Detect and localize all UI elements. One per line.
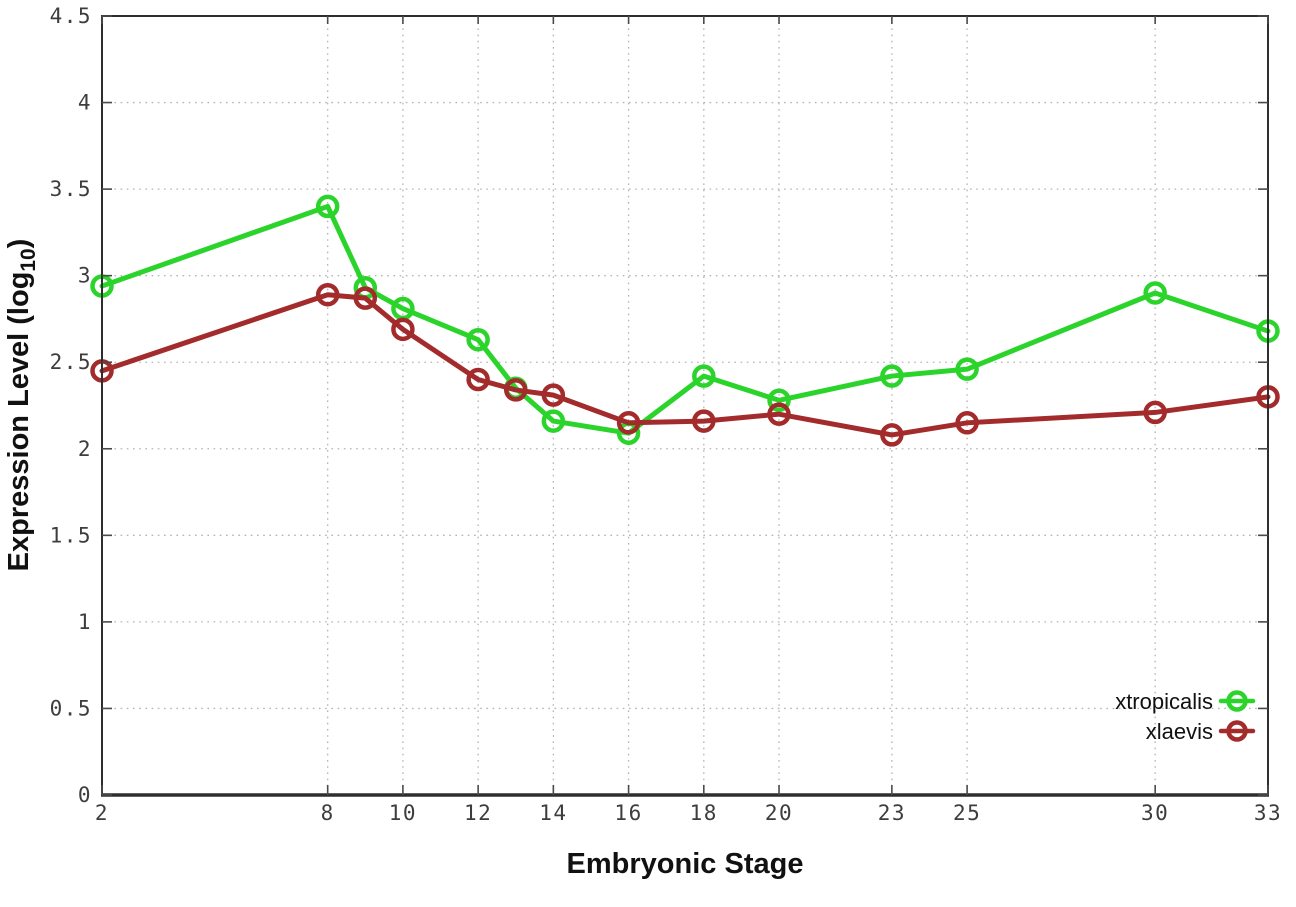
y-axis-title: Expression Level (log10) xyxy=(3,239,41,572)
legend-sample-marker-xlaevis xyxy=(1226,720,1248,742)
x-tick-label: 2 xyxy=(95,801,109,825)
data-point-xlaevis xyxy=(767,402,791,426)
y-axis-title-text: Expression Level (log xyxy=(3,271,35,572)
data-point-xlaevis xyxy=(503,378,528,402)
data-point-xtropicalis xyxy=(692,364,716,388)
y-tick-label: 4.5 xyxy=(50,4,92,28)
y-tick-label: 3.5 xyxy=(50,177,92,201)
x-tick-label: 8 xyxy=(321,801,335,825)
x-tick-label: 20 xyxy=(765,801,793,825)
x-tick-label: 16 xyxy=(614,801,642,825)
x-tick-label: 14 xyxy=(539,801,567,825)
data-point-xtropicalis xyxy=(1143,281,1167,305)
series-xlaevis xyxy=(90,282,1280,447)
data-point-xtropicalis xyxy=(955,357,979,381)
x-tick-label: 12 xyxy=(464,801,492,825)
x-tick-label: 10 xyxy=(389,801,417,825)
x-axis-title: Embryonic Stage xyxy=(566,848,804,880)
data-point-xlaevis xyxy=(315,282,340,307)
tick-marks xyxy=(101,15,1269,796)
legend: xtropicalis xlaevis xyxy=(1115,689,1256,744)
x-tick-label: 30 xyxy=(1141,801,1169,825)
x-tick-label: 33 xyxy=(1254,801,1282,825)
y-axis-title-subscript: 10 xyxy=(16,248,40,272)
y-tick-label: 3 xyxy=(78,264,92,288)
y-tick-label: 2 xyxy=(78,437,92,461)
legend-sample-marker-xtropicalis xyxy=(1226,690,1248,712)
data-point-xtropicalis xyxy=(315,194,340,219)
data-point-xlaevis xyxy=(1143,400,1167,425)
plot-border-box xyxy=(101,15,1269,796)
y-tick-label: 1.5 xyxy=(50,523,92,547)
series-line-xtropicalis xyxy=(99,203,1271,436)
grid-layer xyxy=(102,16,1268,795)
x-tick-label: 25 xyxy=(953,801,981,825)
tick-labels: 2 8 10 12 14 16 18 20 23 25 30 33 0 0.5 1 1.5 2 2.5 3 3.5 4 4… xyxy=(50,4,1282,825)
data-point-xlaevis xyxy=(880,423,904,447)
data-point-xlaevis xyxy=(541,383,566,407)
legend-label-xtropicalis: xtropicalis xyxy=(1115,689,1213,714)
data-point-xtropicalis xyxy=(880,364,904,388)
data-point-xlaevis xyxy=(692,409,716,433)
legend-label-xlaevis: xlaevis xyxy=(1146,719,1213,744)
data-point-xlaevis xyxy=(955,411,979,435)
data-point-xlaevis xyxy=(616,411,641,435)
y-tick-label: 0 xyxy=(78,783,92,807)
y-axis-title-close: ) xyxy=(3,238,35,249)
data-point-xtropicalis xyxy=(466,327,490,352)
y-tick-label: 2.5 xyxy=(50,350,92,374)
data-point-xlaevis xyxy=(391,317,415,342)
series-xtropicalis xyxy=(90,194,1280,445)
plot-border xyxy=(101,15,1269,797)
y-tick-label: 0.5 xyxy=(50,696,92,720)
series-layer xyxy=(90,194,1280,447)
y-tick-label: 4 xyxy=(78,91,92,115)
data-point-xtropicalis xyxy=(541,409,566,433)
y-tick-label: 1 xyxy=(78,610,92,634)
data-point-xlaevis xyxy=(466,367,490,392)
x-tick-label: 18 xyxy=(690,801,718,825)
data-point-xtropicalis xyxy=(767,388,791,413)
data-point-xlaevis xyxy=(353,286,378,310)
x-tick-label: 23 xyxy=(878,801,906,825)
